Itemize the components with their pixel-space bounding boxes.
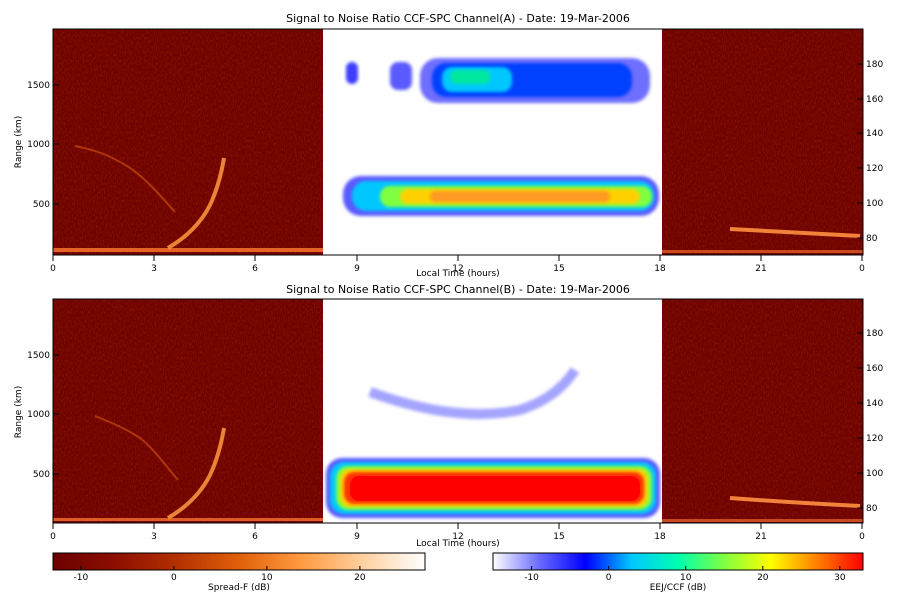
- colorbar-eej-ramp: [492, 552, 864, 571]
- colorbar-eej-tick-label: 10: [680, 573, 692, 583]
- panel-b-spread-f-streak: [94, 415, 179, 481]
- colorbar-spread-f-ticks: -10 0 10 20: [74, 566, 366, 583]
- panel-b-ytick-left: 1500: [27, 351, 50, 361]
- panel-a-x-axis: 0 3 6 9 12 15 18 21 0 Local Time (hours): [50, 255, 865, 279]
- panel-a-xtick: 18: [654, 264, 666, 274]
- colorbar-spread-f-label: Spread-F (dB): [208, 583, 270, 593]
- colorbar-eej-label: EEJ/CCF (dB): [650, 583, 707, 593]
- panel-b-ground-echo-left: [53, 518, 323, 521]
- panel-b-ytick-right: 120: [866, 434, 883, 444]
- panel-a-ytick-left: 1000: [27, 140, 50, 150]
- panel-a-ytick-right: 120: [866, 164, 883, 174]
- panel-a-night-left-speckle: [53, 29, 323, 255]
- panel-a-y-axis-right: 80 100 120 140 160 180: [857, 60, 883, 244]
- panel-a-xlabel: Local Time (hours): [416, 269, 499, 279]
- panel-b-evening-echo: [729, 496, 861, 508]
- panel-a-spread-f-plume: [166, 157, 226, 250]
- panel-b-y-axis-left: 500 1000 1500 Range (km): [14, 351, 59, 480]
- panel-b-xtick: 6: [252, 532, 258, 542]
- panel-a-ytick-left: 1500: [27, 81, 50, 91]
- panel-a-ylabel: Range (km): [14, 116, 24, 168]
- panel-b-ytick-right: 100: [866, 469, 883, 479]
- colorbar-spread-f-tick-label: -10: [74, 573, 89, 583]
- panel-b-title: Signal to Noise Ratio CCF-SPC Channel(B)…: [286, 283, 630, 296]
- panel-a-spread-f-streak: [74, 145, 176, 213]
- panel-a-ytick-right: 180: [866, 60, 883, 70]
- panel-a-xtick: 3: [151, 264, 157, 274]
- panel-b-spread-f-plume: [166, 427, 226, 520]
- panel-a-eej-upper: [346, 58, 650, 103]
- colorbar-spread-f-ramp: [52, 552, 426, 571]
- panel-a-xtick: 12: [452, 264, 463, 274]
- panel-b-xtick: 18: [654, 532, 666, 542]
- panel-a-eej-lower: [343, 176, 659, 216]
- panel-b-xtick: 0: [50, 532, 56, 542]
- panel-a-night-right-speckle: [662, 29, 863, 255]
- panel-a-ground-echo-right: [662, 250, 863, 253]
- panel-a-xtick: 15: [553, 264, 564, 274]
- panel-b-eej-lower: [326, 458, 660, 518]
- colorbar-eej-tick-label: 30: [834, 573, 846, 583]
- panel-b-xtick: 0: [859, 532, 865, 542]
- panel-b-xlabel: Local Time (hours): [416, 539, 499, 549]
- panel-b-ytick-left: 500: [33, 470, 50, 480]
- colorbar-eej-ticks: -10 0 10 20 30: [524, 566, 846, 583]
- colorbar-eej-tick-label: 0: [606, 573, 612, 583]
- panel-b-ytick-left: 1000: [27, 410, 50, 420]
- panel-a-ytick-right: 80: [866, 234, 878, 244]
- panel-a-xtick: 9: [354, 264, 360, 274]
- panel-b-y-axis-right: 80 100 120 140 160 180: [857, 329, 883, 514]
- panel-a-xtick: 0: [50, 264, 56, 274]
- panel-b-xtick: 15: [553, 532, 564, 542]
- panel-a-xtick: 6: [252, 264, 258, 274]
- panel-b-night-left-speckle: [53, 299, 323, 523]
- panel-a-ytick-left: 500: [33, 200, 50, 210]
- colorbar-eej-tick-label: 20: [757, 573, 769, 583]
- panel-b-ylabel: Range (km): [14, 386, 24, 438]
- panel-a-ytick-right: 160: [866, 95, 883, 105]
- panel-b-ytick-right: 140: [866, 399, 883, 409]
- panel-b: Signal to Noise Ratio CCF-SPC Channel(B)…: [14, 283, 883, 549]
- colorbar-eej-tick-label: -10: [524, 573, 539, 583]
- panel-a-xtick: 21: [755, 264, 766, 274]
- panel-a-ytick-right: 100: [866, 199, 883, 209]
- colorbar-eej: -10 0 10 20 30 EEJ/CCF (dB): [492, 552, 864, 593]
- panel-b-xtick: 9: [354, 532, 360, 542]
- panel-a-xtick: 0: [859, 264, 865, 274]
- colorbar-spread-f-tick-label: 20: [354, 573, 366, 583]
- panel-b-xtick: 21: [755, 532, 766, 542]
- panel-a: Signal to Noise Ratio CCF-SPC Channel(A)…: [14, 12, 883, 279]
- panel-a-evening-echo: [729, 227, 861, 238]
- panel-b-xtick: 3: [151, 532, 157, 542]
- panel-b-ground-echo-right: [662, 519, 863, 522]
- panel-b-ytick-right: 160: [866, 364, 883, 374]
- panel-b-ytick-right: 80: [866, 504, 878, 514]
- panel-b-ytick-right: 180: [866, 329, 883, 339]
- panel-b-night-right-speckle: [662, 299, 863, 523]
- colorbar-spread-f-tick-label: 0: [171, 573, 177, 583]
- colorbar-spread-f-tick-label: 10: [261, 573, 273, 583]
- panel-a-ytick-right: 140: [866, 129, 883, 139]
- panel-a-title: Signal to Noise Ratio CCF-SPC Channel(A)…: [286, 12, 630, 25]
- panel-a-ground-echo-left: [53, 248, 323, 252]
- panel-b-plot: [52, 298, 864, 524]
- panel-a-plot: [52, 28, 864, 256]
- colorbar-spread-f: -10 0 10 20 Spread-F (dB): [52, 552, 426, 593]
- panel-b-xtick: 12: [452, 532, 463, 542]
- panel-a-y-axis-left: 500 1000 1500 Range (km): [14, 81, 59, 210]
- panel-b-x-axis: 0 3 6 9 12 15 18 21 0 Local Time (hours): [50, 523, 865, 549]
- panel-b-eej-arc: [368, 367, 580, 419]
